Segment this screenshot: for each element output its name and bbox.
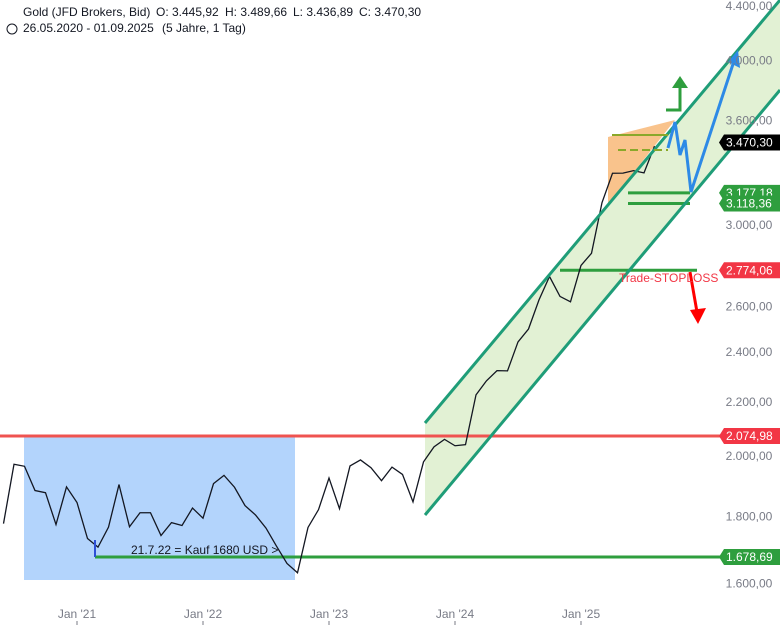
price-label: 2.774,06 [726, 263, 773, 277]
x-tick-label: Jan '25 [562, 607, 601, 621]
forecast-arrow [666, 57, 737, 193]
y-tick-label: 2.200,00 [726, 395, 773, 409]
y-tick-label: 3.000,00 [726, 218, 773, 232]
x-tick-label: Jan '21 [58, 607, 97, 621]
clock-icon [6, 23, 18, 35]
arrow-head [672, 76, 688, 88]
price-badge [719, 549, 780, 566]
arrow-head [728, 50, 740, 68]
drawings [24, 0, 780, 580]
price-line [2, 145, 656, 575]
y-tick-label: 2.600,00 [726, 299, 773, 313]
price-badge [719, 428, 780, 445]
price-label: 3.470,30 [726, 136, 773, 150]
y-tick-label: 1.800,00 [726, 509, 773, 523]
price-label: 1.678,69 [726, 550, 773, 564]
down-arrow [688, 271, 699, 313]
range-box [24, 437, 295, 580]
y-tick-label: 1.600,00 [726, 577, 773, 591]
x-tick-label: Jan '23 [310, 607, 349, 621]
up-arrow [666, 84, 682, 112]
title: Gold (JFD Brokers, Bid) [23, 5, 150, 19]
annotation: Trade-STOPLOSS [619, 271, 718, 285]
y-tick-label: 4.400,00 [726, 0, 773, 13]
price-badge [719, 195, 780, 212]
x-tick-label: Jan '24 [436, 607, 475, 621]
y-tick-label: 2.400,00 [726, 345, 773, 359]
y-tick-label: 2.000,00 [726, 449, 773, 463]
ohlc: O: 3.445,92 [156, 5, 219, 19]
channel-upper [423, 0, 780, 424]
channel-lower [423, 89, 780, 516]
ohlc: L: 3.436,89 [293, 5, 353, 19]
price-badge [719, 134, 780, 151]
y-tick-label: 3.600,00 [726, 114, 773, 128]
date-range: 26.05.2020 - 01.09.2025 [23, 21, 154, 35]
ohlc: H: 3.489,66 [225, 5, 287, 19]
price-badge [719, 262, 780, 279]
annotation: 21.7.22 = Kauf 1680 USD > [131, 543, 278, 557]
channel-fill [425, 0, 780, 515]
ohlc: C: 3.470,30 [359, 5, 421, 19]
x-tick-label: Jan '22 [184, 607, 223, 621]
period: (5 Jahre, 1 Tag) [162, 21, 246, 35]
price-label: 2.074,98 [726, 429, 773, 443]
price-label: 3.118,36 [726, 197, 772, 211]
drawings-top: 21.7.22 = Kauf 1680 USD > Trade-STOPLOSS [94, 0, 780, 557]
y-tick-label: 4.000,00 [726, 54, 773, 68]
arrow-head [690, 308, 706, 324]
